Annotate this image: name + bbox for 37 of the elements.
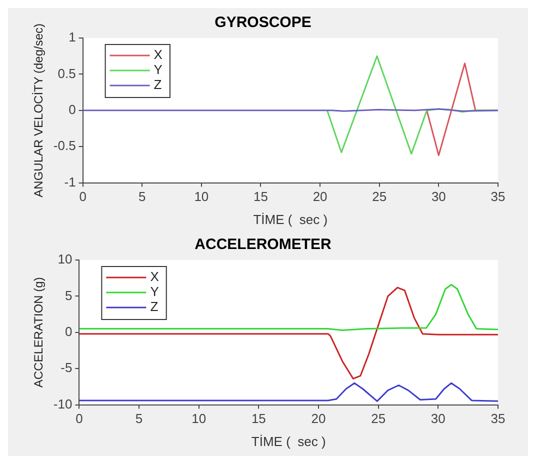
x-tick-label: 10: [194, 189, 209, 204]
y-tick-label: 1: [68, 30, 76, 45]
x-tick-label: 25: [371, 411, 386, 426]
y-axis-title: ANGULAR VELOCİTY (deg/sec): [32, 23, 46, 198]
y-tick-label: 0.5: [58, 66, 76, 81]
x-tick-label: 15: [254, 189, 268, 204]
legend-label: X: [150, 269, 160, 284]
y-tick-label: -5: [60, 360, 72, 376]
y-tick-label: -0.5: [53, 138, 76, 154]
y-tick-label: 10: [58, 252, 72, 267]
x-tick-label: 5: [135, 411, 143, 426]
y-tick-label: -10: [53, 396, 72, 412]
y-tick-label: 5: [64, 288, 72, 303]
chart-title: GYROSCOPE: [214, 14, 312, 32]
x-tick-label: 30: [430, 411, 446, 426]
x-tick-label: 5: [138, 189, 146, 204]
x-axis-title: TİME ( sec ): [253, 212, 328, 227]
y-tick-label: 0: [64, 324, 72, 339]
x-tick-label: 10: [192, 411, 206, 426]
legend-label: Y: [150, 284, 160, 300]
y-axis-title: ACCELERATION (g): [32, 277, 46, 388]
legend-label: Z: [154, 77, 162, 92]
x-tick-label: 25: [372, 189, 387, 204]
x-axis-title: TİME ( sec ): [251, 434, 326, 449]
x-tick-label: 20: [311, 411, 326, 426]
legend-label: Z: [150, 299, 158, 314]
x-tick-label: 0: [79, 189, 86, 204]
x-tick-label: 35: [490, 189, 506, 204]
y-tick-label: -1: [64, 174, 76, 190]
x-tick-label: 20: [312, 189, 328, 204]
chart-title: ACCELEROMETER: [194, 236, 332, 254]
y-tick-label: 0: [68, 102, 76, 117]
x-tick-label: 15: [251, 411, 266, 426]
x-tick-label: 35: [490, 411, 506, 426]
legend-label: Y: [154, 62, 163, 78]
legend-label: X: [154, 47, 163, 62]
x-tick-label: 30: [431, 189, 446, 204]
